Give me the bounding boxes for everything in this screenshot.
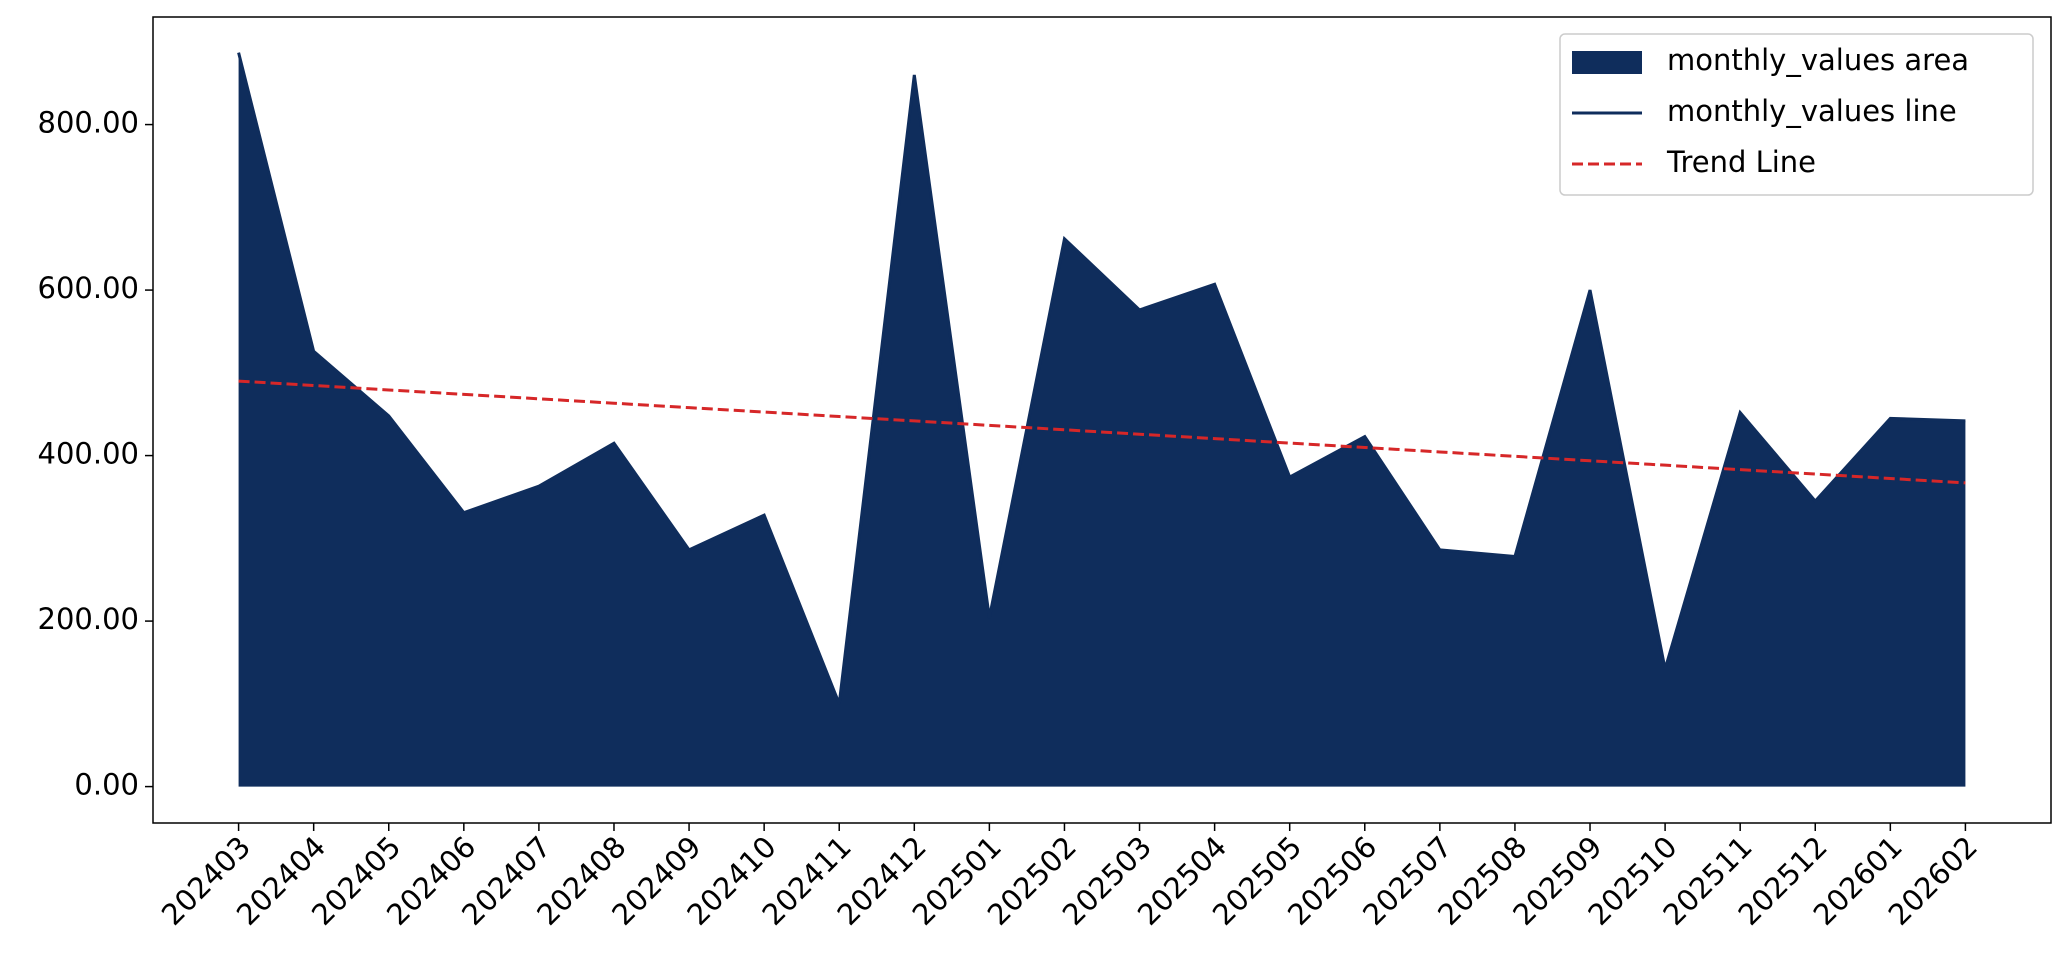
plot-frame: [152, 16, 2052, 824]
trend-line: [238, 379, 1966, 485]
legend-label: Trend Line: [1666, 145, 1816, 179]
legend-label: monthly_values line: [1667, 94, 1957, 128]
legend-label: monthly_values area: [1667, 43, 1969, 77]
y-tick-label: 0.00: [74, 768, 139, 802]
line: [237, 52, 1966, 705]
area: [238, 52, 1966, 787]
legend-swatch: [1572, 51, 1642, 74]
y-tick-label: 800.00: [38, 106, 139, 140]
legend-box: [1559, 33, 2034, 196]
y-tick-label: 400.00: [38, 437, 139, 471]
y-tick-label: 200.00: [38, 602, 139, 636]
y-tick-label: 600.00: [38, 271, 139, 305]
legend: monthly_values area monthly_values line Tr…: [1559, 33, 2034, 196]
